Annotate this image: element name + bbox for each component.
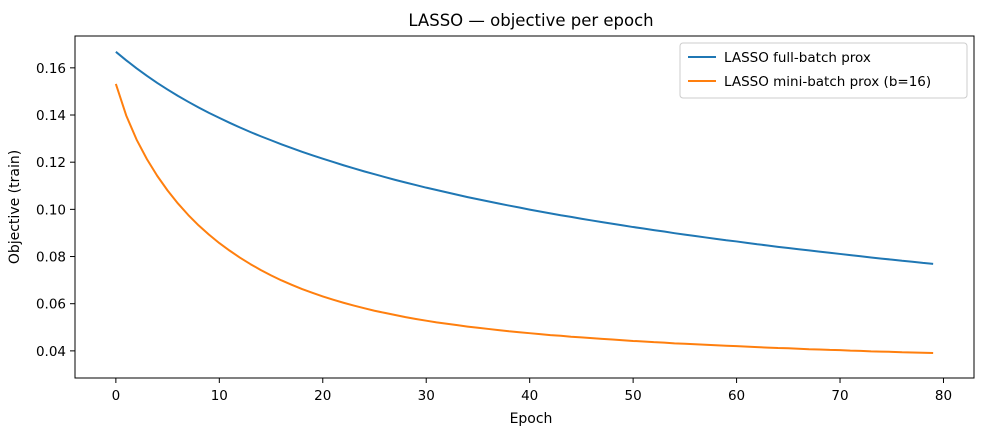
y-tick-label: 0.08: [36, 250, 66, 266]
x-tick-label: 10: [211, 388, 228, 404]
legend-label-full-batch: LASSO full-batch prox: [724, 50, 871, 66]
plot-frame: [74, 35, 975, 379]
ticks-layer: 0 10 20 30 40 50 60 70 80 0.04 0.06 0.08 0.10 0.12 0.1…: [36, 61, 952, 404]
series-line-full-batch: [115, 51, 934, 265]
series-layer: [114, 51, 934, 354]
x-tick-label: 60: [728, 388, 745, 404]
x-tick-label: 20: [314, 388, 331, 404]
chart-title: LASSO — objective per epoch: [408, 11, 653, 30]
x-tick-label: 50: [625, 388, 642, 404]
legend: LASSO full-batch prox LASSO mini-batch p…: [679, 42, 968, 99]
x-tick-label: 30: [418, 388, 435, 404]
y-tick-label: 0.16: [36, 61, 66, 77]
x-tick-label: 40: [521, 388, 538, 404]
y-tick-label: 0.14: [36, 108, 66, 124]
x-axis-label: Epoch: [510, 411, 553, 427]
x-tick-label: 0: [112, 388, 121, 404]
legend-box: [679, 42, 968, 99]
x-tick-label: 70: [831, 388, 848, 404]
x-tick-label: 80: [935, 388, 952, 404]
y-tick-label: 0.12: [36, 155, 66, 171]
series-line-mini-batch: [114, 83, 934, 354]
y-tick-label: 0.04: [36, 344, 66, 360]
y-tick-label: 0.06: [36, 297, 66, 313]
legend-label-mini-batch: LASSO mini-batch prox (b=16): [724, 74, 931, 90]
y-tick-label: 0.10: [36, 202, 66, 218]
y-axis-label: Objective (train): [7, 150, 23, 264]
